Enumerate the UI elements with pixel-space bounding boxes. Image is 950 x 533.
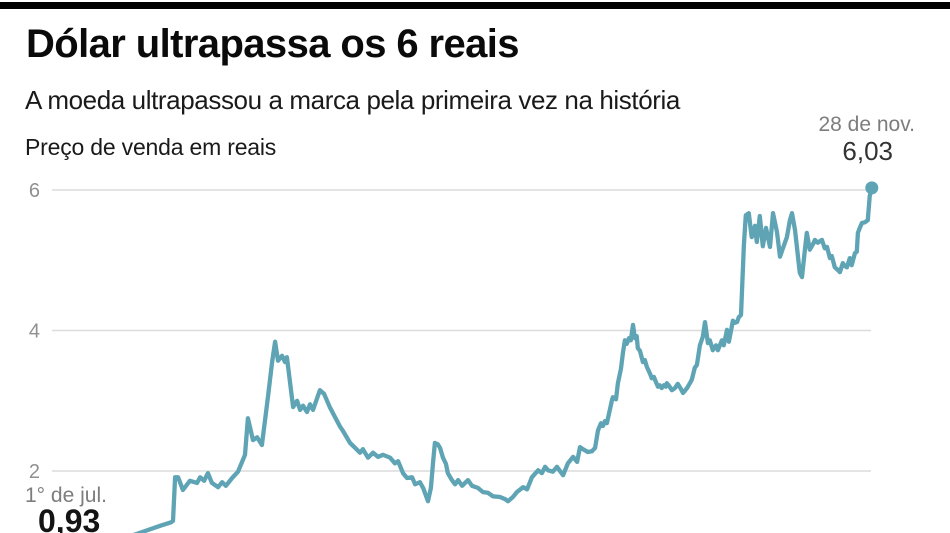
page-subtitle: A moeda ultrapassou a marca pela primeir… [25, 85, 680, 115]
y-tick-label-2: 2 [29, 461, 40, 483]
page-title: Dólar ultrapassa os 6 reais [26, 22, 520, 66]
annotation-end-date: 28 de nov. [818, 113, 915, 136]
annotation-start-value: 0,93 [38, 503, 101, 533]
price-line [132, 185, 874, 533]
y-tick-label-4: 4 [29, 321, 40, 343]
top-bar [0, 2, 950, 9]
end-point-dot [865, 181, 879, 195]
annotation-start-date: 1° de jul. [25, 484, 107, 507]
axis-unit-label: Preço de venda em reais [25, 134, 277, 160]
annotation-end-value: 6,03 [842, 136, 893, 166]
y-tick-label-6: 6 [29, 180, 40, 202]
